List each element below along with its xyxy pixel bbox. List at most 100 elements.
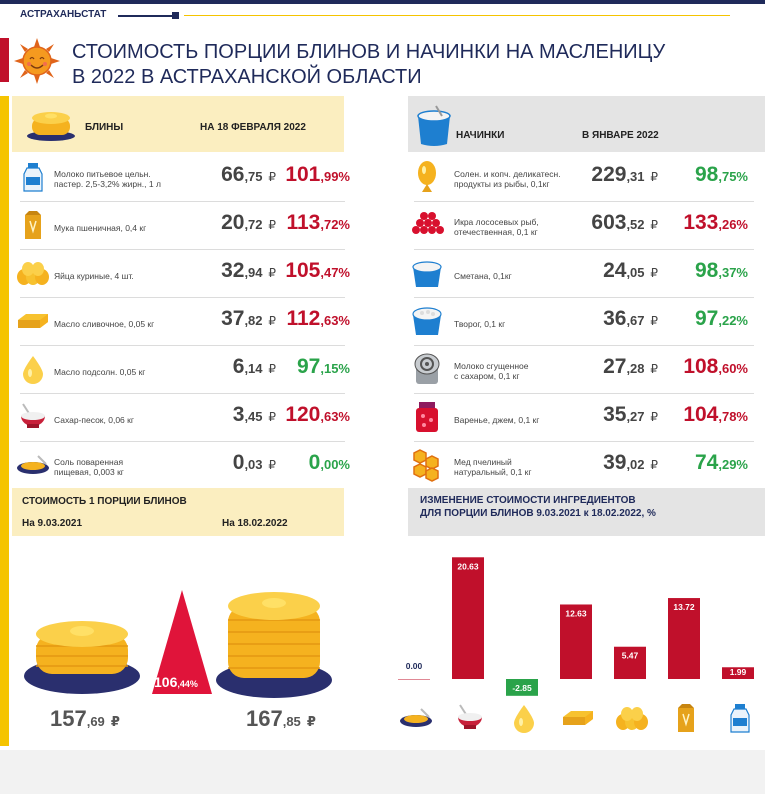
- item-price: 36,67 ₽: [603, 307, 658, 331]
- item-price-int: 229: [591, 163, 627, 186]
- currency-sign: ₽: [650, 170, 658, 184]
- header-divider-square: [172, 12, 179, 19]
- item-price: 603,52 ₽: [591, 211, 658, 235]
- bar-sunflower-oil: [506, 679, 538, 696]
- item-label-line1: Яйца куриные, 4 шт.: [54, 271, 134, 281]
- item-label-line1: Творог, 0,1 кг: [454, 319, 506, 329]
- row-separator: [20, 297, 345, 298]
- bar-label-salt: 0.00: [406, 661, 423, 671]
- fillings-row: Варенье, джем, 0,1 кг 35,27 ₽104,78%: [410, 395, 758, 439]
- row-separator: [20, 249, 345, 250]
- item-price-dec: ,75: [244, 169, 263, 184]
- item-index-dec: ,37%: [718, 265, 748, 280]
- item-price: 229,31 ₽: [591, 163, 658, 187]
- milk-bottle-icon: [730, 704, 750, 733]
- item-index-dec: ,15%: [320, 361, 350, 376]
- fillings-row: Творог, 0,1 кг 36,67 ₽97,22%: [410, 299, 758, 343]
- item-label: Масло подсолн. 0,05 кг: [54, 367, 145, 377]
- item-label: Варенье, джем, 0,1 кг: [454, 415, 539, 425]
- item-price-dec: ,31: [626, 169, 645, 184]
- portion-growth: 106,44%: [154, 674, 198, 690]
- row-separator: [414, 393, 754, 394]
- currency-sign: ₽: [650, 410, 658, 424]
- item-label-line2: отечественная, 0,1 кг: [454, 227, 538, 237]
- item-price: 35,27 ₽: [603, 403, 658, 427]
- growth-triangle-icon: [152, 590, 212, 694]
- item-index-int: 120: [285, 403, 321, 426]
- item-index-int: 97: [297, 355, 321, 378]
- item-label-line1: Мед пчелиный: [454, 457, 512, 467]
- item-index-dec: ,99%: [320, 169, 350, 184]
- oil-drop-icon: [514, 705, 534, 733]
- item-price-dec: ,03: [244, 457, 263, 472]
- item-label: Сметана, 0,1кг: [454, 271, 512, 281]
- portion-section-header: СТОИМОСТЬ 1 ПОРЦИИ БЛИНОВ На 9.03.2021 Н…: [12, 488, 344, 536]
- item-index-int: 104: [683, 403, 719, 426]
- portion-price-2022-int: 167: [246, 706, 283, 731]
- condensed-milk-icon: [410, 352, 444, 386]
- fillings-row: Сметана, 0,1кг 24,05 ₽98,37%: [410, 251, 758, 295]
- bar-label-milk: 1.99: [730, 667, 747, 677]
- row-separator: [20, 393, 345, 394]
- bar-label-butter: 12.63: [565, 608, 587, 618]
- sour-cream-icon: [410, 256, 444, 290]
- item-price-dec: ,28: [626, 361, 645, 376]
- item-price-int: 3: [232, 403, 245, 426]
- bliny-row: Яйца куриные, 4 шт. 32,94 ₽105,47%: [16, 251, 360, 295]
- item-index-dec: ,63%: [320, 409, 350, 424]
- change-chart-title: ИЗМЕНЕНИЕ СТОИМОСТИ ИНГРЕДИЕНТОВ ДЛЯ ПОР…: [420, 494, 720, 520]
- item-index-dec: ,47%: [320, 265, 350, 280]
- item-index: 0,00%: [309, 451, 350, 475]
- bar-label-sunflower-oil: -2.85: [512, 683, 532, 693]
- portion-currency-2021: ₽: [110, 714, 120, 729]
- currency-sign: ₽: [268, 266, 276, 280]
- sun-logo-icon: [14, 38, 60, 84]
- bliny-section-header: БЛИНЫ НА 18 ФЕВРАЛЯ 2022: [12, 96, 344, 152]
- item-index: 101,99%: [285, 163, 350, 187]
- item-label-line1: Молоко сгущенное: [454, 361, 529, 371]
- salt-plate-icon: [16, 448, 50, 482]
- item-index-int: 101: [285, 163, 321, 186]
- item-index-int: 112: [286, 307, 321, 330]
- item-index-int: 133: [683, 211, 719, 234]
- jam-jar-icon: [410, 400, 444, 434]
- change-chart-header: ИЗМЕНЕНИЕ СТОИМОСТИ ИНГРЕДИЕНТОВ ДЛЯ ПОР…: [408, 488, 765, 536]
- item-index-int: 97: [695, 307, 719, 330]
- item-index: 98,37%: [695, 259, 748, 283]
- item-price: 66,75 ₽: [221, 163, 276, 187]
- item-label-line1: Сахар-песок, 0,06 кг: [54, 415, 134, 425]
- item-label: Мука пшеничная, 0,4 кг: [54, 223, 146, 233]
- item-index-dec: ,75%: [718, 169, 748, 184]
- portion-title: СТОИМОСТЬ 1 ПОРЦИИ БЛИНОВ: [22, 496, 187, 507]
- item-label-line2: натуральный, 0,1 кг: [454, 467, 532, 477]
- fillings-row: Мед пчелиный натуральный, 0,1 кг 39,02 ₽74…: [410, 443, 758, 487]
- bar-salt: [398, 679, 430, 680]
- currency-sign: ₽: [268, 314, 276, 328]
- butter-icon: [16, 304, 50, 338]
- item-index-int: 108: [683, 355, 719, 378]
- item-price-dec: ,05: [626, 265, 645, 280]
- item-price: 3,45 ₽: [233, 403, 276, 427]
- item-price: 20,72 ₽: [221, 211, 276, 235]
- item-price-int: 35: [603, 403, 627, 426]
- flour-bag-icon: [16, 208, 50, 242]
- sour-cream-jar-icon: [417, 105, 451, 146]
- item-price-dec: ,52: [626, 217, 645, 232]
- cottage-cheese-icon: [410, 304, 444, 338]
- item-price-int: 27: [603, 355, 627, 378]
- bar-butter: [560, 604, 592, 679]
- item-index-int: 113: [286, 211, 321, 234]
- fillings-row: Солен. и копч. деликатесн. продукты из ры…: [410, 155, 758, 199]
- item-index: 74,29%: [695, 451, 748, 475]
- portion-price-2022-dec: ,85: [282, 714, 301, 729]
- title-accent-bar: [0, 38, 9, 82]
- item-index: 112,63%: [286, 307, 350, 331]
- item-label-line2: пастер. 2,5-3,2% жирн., 1 л: [54, 179, 161, 189]
- item-label: Икра лососевых рыб, отечественная, 0,1 кг: [454, 217, 539, 237]
- item-label-line1: Солен. и копч. деликатесн.: [454, 169, 561, 179]
- portion-price-2021-int: 157: [50, 706, 87, 731]
- item-price: 37,82 ₽: [221, 307, 276, 331]
- item-label: Масло сливочное, 0,05 кг: [54, 319, 154, 329]
- item-label-line2: продукты из рыбы, 0,1кг: [454, 179, 550, 189]
- item-index-dec: ,72%: [320, 217, 350, 232]
